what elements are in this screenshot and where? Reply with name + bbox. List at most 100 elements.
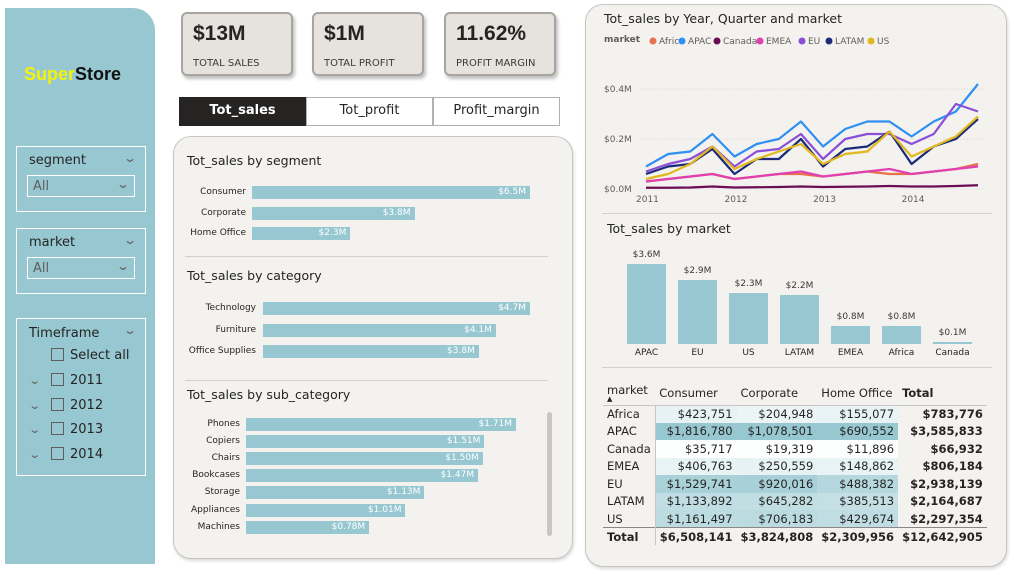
brand-part2: Store <box>75 64 122 84</box>
subcategory-bar[interactable] <box>246 452 483 466</box>
divider <box>602 213 992 214</box>
legend-entry-us[interactable]: US <box>877 37 890 47</box>
brand-part1: Super <box>24 64 76 84</box>
segment-bar[interactable] <box>252 206 415 220</box>
subcategory-value-label: $1.50M <box>445 453 479 464</box>
subcategory-bar[interactable] <box>246 418 516 431</box>
legend-marker <box>649 37 657 45</box>
checkbox-icon[interactable] <box>51 348 64 361</box>
legend-entry-canada[interactable]: Canada <box>723 37 757 47</box>
total-cell: $6,508,141 <box>655 527 737 545</box>
subcategory-chart-title: Tot_sales by sub_category <box>187 387 351 402</box>
market-column[interactable] <box>882 326 921 344</box>
row-total-cell: $783,776 <box>922 407 983 421</box>
expand-chevron-icon[interactable]: ⌄ <box>28 448 42 461</box>
segment-bar[interactable] <box>252 227 351 240</box>
series-line-eu[interactable] <box>645 102 979 173</box>
legend-marker <box>867 37 875 45</box>
tab-tot-sales[interactable]: Tot_sales <box>179 97 306 126</box>
market-value-label: $3.6M <box>632 250 661 260</box>
table-row: Canada $35,717 $19,319 $11,896 $66,932 <box>603 440 987 458</box>
subcategory-bar[interactable] <box>246 486 425 500</box>
value-cell: $155,077 <box>817 405 899 423</box>
market-column[interactable] <box>933 341 972 344</box>
checkbox-icon[interactable] <box>51 422 64 435</box>
segment-dropdown[interactable]: All ⌄ <box>27 175 135 197</box>
segment-category-label: Consumer <box>200 187 246 197</box>
value-cell: $690,552 <box>817 422 899 440</box>
row-total-cell: $2,164,687 <box>910 494 983 509</box>
category-value-label: $4.7M <box>498 303 526 313</box>
market-column[interactable] <box>831 326 870 344</box>
matrix-header-total[interactable]: Total <box>898 381 987 406</box>
chevron-down-icon[interactable]: ⌄ <box>122 151 138 165</box>
legend-title: market <box>604 35 641 45</box>
scrollbar[interactable] <box>547 412 552 536</box>
segment-bar[interactable] <box>252 186 530 199</box>
timeframe-slicer: Timeframe ⌄ Select all ⌄ 2011 ⌄ 2012 ⌄ 2013… <box>16 318 146 476</box>
timeframe-select-all[interactable]: Select all <box>51 348 129 363</box>
chevron-down-icon[interactable]: ⌄ <box>122 323 138 337</box>
legend-entry-apac[interactable]: APAC <box>688 37 711 47</box>
legend-entry-latam[interactable]: LATAM <box>835 37 864 47</box>
market-dropdown[interactable]: All ⌄ <box>27 257 135 279</box>
matrix-header-home-office[interactable]: Home Office <box>817 381 899 406</box>
value-cell: $1,133,892 <box>655 492 737 510</box>
series-line-canada[interactable] <box>646 184 979 189</box>
market-slicer-title: market <box>29 235 76 250</box>
expand-chevron-icon[interactable]: ⌄ <box>28 423 42 436</box>
segment-dropdown-value: All <box>33 179 50 194</box>
market-column[interactable] <box>729 292 768 344</box>
chevron-down-icon[interactable]: ⌄ <box>122 233 138 247</box>
timeframe-year-row[interactable]: ⌄ 2011 <box>28 373 103 388</box>
category-bar[interactable] <box>263 302 530 315</box>
table-row: LATAM $1,133,892 $645,282 $385,513 $2,164,68… <box>603 492 987 510</box>
legend-entry-eu[interactable]: EU <box>808 37 820 47</box>
market-column[interactable] <box>627 264 666 344</box>
legend-entry-africa[interactable]: Africa <box>659 37 685 47</box>
expand-chevron-icon[interactable]: ⌄ <box>28 374 42 387</box>
category-bar[interactable] <box>263 345 479 358</box>
checkbox-icon[interactable] <box>51 398 64 411</box>
total-cell: $3,824,808 <box>736 527 818 545</box>
expand-chevron-icon[interactable]: ⌄ <box>28 399 42 412</box>
checkbox-icon[interactable] <box>51 373 64 386</box>
value-cell: $250,559 <box>736 457 818 475</box>
legend-marker <box>825 37 833 45</box>
tab-tot-profit[interactable]: Tot_profit <box>306 97 433 126</box>
y-tick-label: $0.2M <box>604 135 632 145</box>
kpi-total-sales: $13M TOTAL SALES <box>181 12 293 76</box>
checkbox-icon[interactable] <box>51 447 64 460</box>
value-cell: $385,513 <box>817 492 899 510</box>
divider <box>185 256 548 257</box>
subcategory-bar[interactable] <box>246 469 479 483</box>
timeframe-year-row[interactable]: ⌄ 2012 <box>28 398 103 413</box>
market-column[interactable] <box>780 295 819 344</box>
series-line-emea[interactable] <box>645 165 979 183</box>
x-tick-label: 2013 <box>813 195 836 205</box>
value-cell: $1,161,497 <box>655 510 737 528</box>
category-chart-title: Tot_sales by category <box>187 268 322 283</box>
category-bar[interactable] <box>263 323 496 337</box>
matrix-header-consumer[interactable]: Consumer <box>655 381 737 406</box>
series-line-apac[interactable] <box>645 83 979 168</box>
value-cell: $423,751 <box>655 405 737 423</box>
tab-profit-margin[interactable]: Profit_margin <box>433 97 560 126</box>
row-total-cell: $3,585,833 <box>910 424 983 439</box>
timeframe-year-row[interactable]: ⌄ 2014 <box>28 447 103 462</box>
total-label: Total <box>603 527 656 545</box>
market-column[interactable] <box>678 279 717 344</box>
subcategory-bar[interactable] <box>246 520 370 534</box>
subcategory-bar[interactable] <box>246 503 406 517</box>
matrix-header-corporate[interactable]: Corporate <box>736 381 818 406</box>
timeframe-year-row[interactable]: ⌄ 2013 <box>28 422 103 437</box>
value-cell: $19,319 <box>736 440 818 458</box>
legend-entry-emea[interactable]: EMEA <box>766 37 792 47</box>
subcategory-bar[interactable] <box>246 435 485 449</box>
market-segment-matrix: market ▲ Consumer Corporate Home Office T… <box>603 381 987 545</box>
total-cell: $12,642,905 <box>898 527 987 545</box>
series-line-us[interactable] <box>645 115 979 181</box>
market-slicer: market ⌄ All ⌄ <box>16 228 146 294</box>
matrix-header-market[interactable]: market ▲ <box>603 381 656 406</box>
kpi-label: TOTAL SALES <box>193 58 260 69</box>
